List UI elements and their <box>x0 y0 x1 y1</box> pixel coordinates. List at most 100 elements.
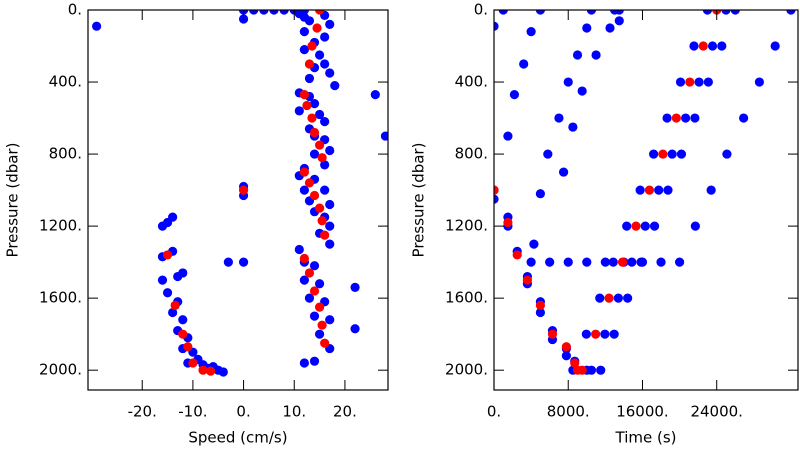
point <box>309 127 320 138</box>
point <box>302 100 312 111</box>
y-tick-label: 1600. <box>445 289 488 307</box>
y-tick-label: 1200. <box>445 217 488 235</box>
point <box>304 268 315 278</box>
point <box>561 342 571 352</box>
point <box>640 221 650 231</box>
point <box>325 145 335 156</box>
point <box>770 41 780 51</box>
point <box>309 99 320 109</box>
point <box>168 307 178 318</box>
point <box>519 59 529 69</box>
point <box>674 257 685 267</box>
point <box>586 10 597 15</box>
point <box>299 45 309 55</box>
point <box>663 185 673 195</box>
point <box>694 77 704 87</box>
point <box>312 23 322 33</box>
x-tick-label: -20. <box>128 403 157 421</box>
point <box>178 268 188 278</box>
point <box>591 50 601 60</box>
point <box>581 329 591 339</box>
point <box>370 90 380 100</box>
point <box>721 10 731 15</box>
y-tick-label: 400. <box>455 73 488 91</box>
point <box>299 185 309 195</box>
point <box>689 41 699 51</box>
point <box>314 302 325 312</box>
point <box>309 149 320 159</box>
point <box>299 27 309 37</box>
point <box>320 117 330 127</box>
point <box>218 367 228 377</box>
point <box>535 307 545 318</box>
point <box>162 288 173 298</box>
point <box>591 329 601 339</box>
point <box>279 10 289 15</box>
point <box>299 358 309 368</box>
point <box>320 59 330 69</box>
point <box>707 41 718 51</box>
point <box>717 41 727 51</box>
point <box>786 10 796 15</box>
point <box>314 140 325 150</box>
point <box>299 167 309 177</box>
point <box>320 160 330 170</box>
x-tick-label: 20. <box>333 403 357 421</box>
point <box>561 351 571 361</box>
y-axis-label: Pressure (dbar) <box>410 143 428 258</box>
point <box>259 10 269 15</box>
point <box>637 257 648 267</box>
point <box>600 329 610 339</box>
point <box>572 50 583 60</box>
point <box>92 21 102 31</box>
point <box>494 21 499 31</box>
point <box>635 185 645 195</box>
point <box>317 153 327 163</box>
point <box>604 293 614 303</box>
point <box>627 257 637 267</box>
point <box>307 41 317 51</box>
point <box>706 185 716 195</box>
point <box>314 10 325 15</box>
point <box>314 329 325 339</box>
point <box>314 50 325 60</box>
point <box>304 178 315 188</box>
point <box>595 293 605 303</box>
point <box>558 167 569 177</box>
x-tick-label: 0. <box>236 403 250 421</box>
x-tick-label: 10. <box>282 403 306 421</box>
y-tick-label: 1600. <box>39 289 82 307</box>
point <box>317 320 327 330</box>
point <box>535 300 545 310</box>
point <box>730 10 740 15</box>
point <box>320 338 330 348</box>
point <box>325 19 335 30</box>
point <box>522 275 533 285</box>
frame <box>493 9 799 391</box>
x-tick-label: 8000. <box>547 403 590 421</box>
x-tick-label: 16000. <box>616 403 669 421</box>
point <box>503 131 513 141</box>
point <box>582 257 592 267</box>
point <box>722 149 732 159</box>
x-tick-label: 0. <box>487 403 501 421</box>
point <box>644 185 655 195</box>
point <box>512 250 522 260</box>
frame <box>87 9 389 391</box>
point <box>325 221 335 231</box>
point <box>325 199 335 210</box>
point <box>690 113 700 123</box>
point <box>703 77 713 87</box>
point <box>309 286 320 296</box>
point <box>649 221 660 231</box>
point <box>494 194 499 204</box>
point <box>317 216 327 226</box>
point <box>304 293 315 303</box>
x-axis-label: Speed (cm/s) <box>188 429 287 447</box>
point <box>526 257 536 267</box>
point <box>656 257 666 267</box>
point <box>325 239 335 249</box>
point <box>309 356 320 366</box>
point <box>223 257 233 267</box>
point <box>610 10 620 15</box>
